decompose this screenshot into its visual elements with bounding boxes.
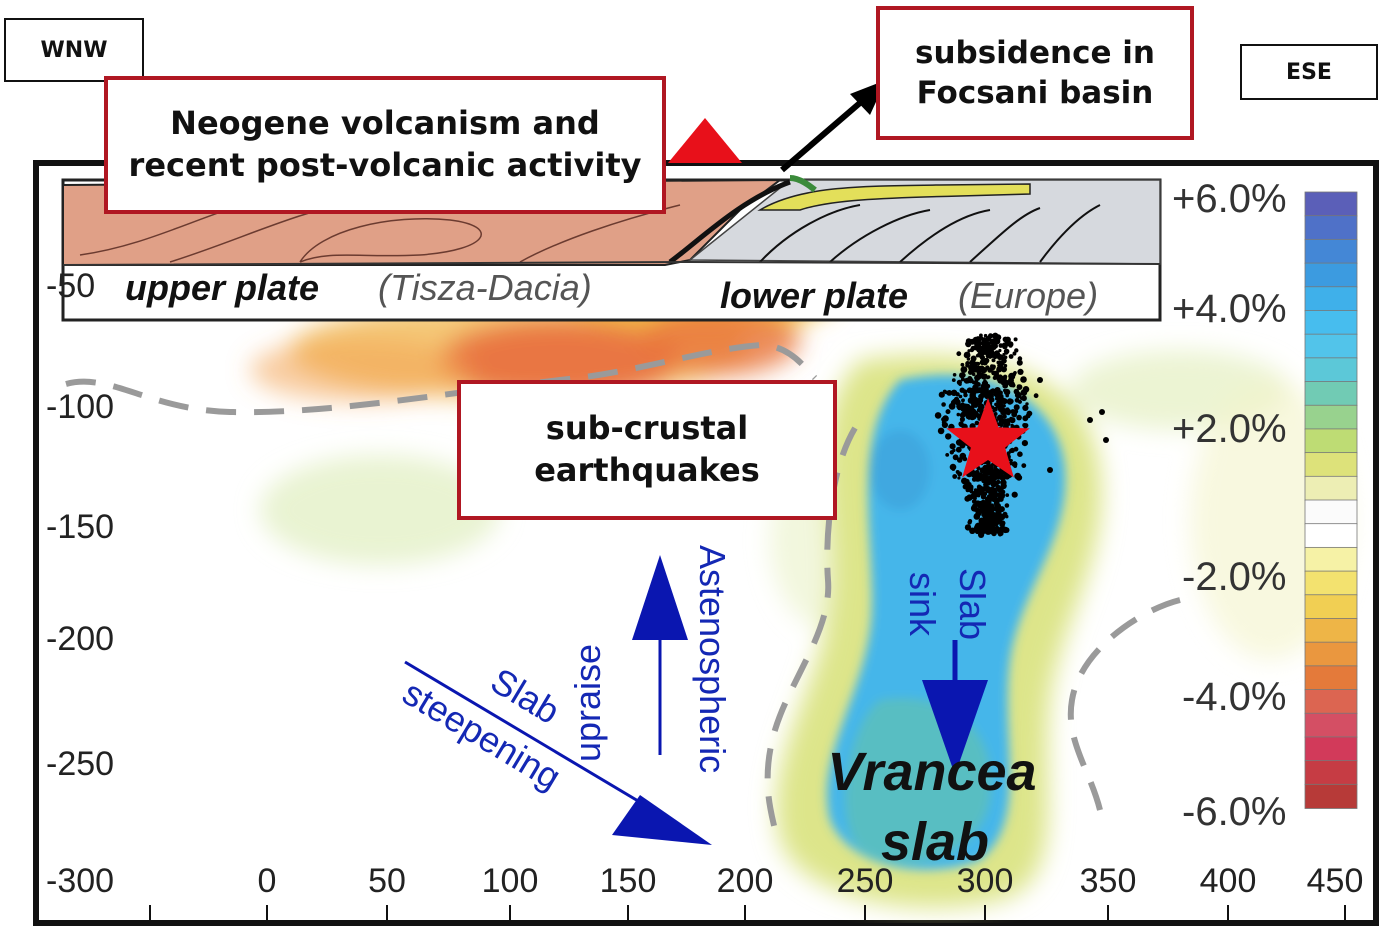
earthquake-star-icon: [946, 398, 1030, 478]
earthquakes-text-1: sub-crustal: [545, 409, 749, 448]
color-scale-cell: [1304, 689, 1358, 715]
color-scale-cell: [1304, 215, 1358, 241]
color-scale-cell: [1304, 712, 1358, 738]
depth-tick-neg150: -150: [46, 508, 114, 546]
color-scale-cell: [1304, 357, 1358, 383]
volcanism-callout: Neogene volcanism and recent post-volcan…: [104, 76, 666, 214]
scale-label-pos4: +4.0%: [1172, 287, 1287, 331]
subsidence-text-1: subsidence in: [915, 34, 1155, 71]
depth-tick-neg200: -200: [46, 620, 114, 658]
x-tick-50: 50: [368, 862, 406, 900]
earthquakes-text-2: earthquakes: [534, 451, 760, 489]
color-scale-cell: [1304, 381, 1358, 407]
x-tick-400: 400: [1200, 862, 1257, 900]
vrancea-label: Vrancea: [827, 742, 1036, 802]
x-tick-150: 150: [600, 862, 657, 900]
depth-tick-neg300: -300: [46, 862, 114, 900]
color-scale-cell: [1304, 641, 1358, 667]
scale-label-pos6: +6.0%: [1172, 177, 1287, 221]
color-scale-cell: [1304, 286, 1358, 312]
slab-name-label: slab: [881, 812, 989, 872]
subsidence-callout: subsidence in Focsani basin: [876, 6, 1194, 140]
lower-plate-label: lower plate: [720, 275, 908, 316]
x-tick-100: 100: [482, 862, 539, 900]
color-scale-cell: [1304, 570, 1358, 596]
slab-sink-arrow: Slab sink: [902, 568, 993, 775]
color-scale-cell: [1304, 546, 1358, 572]
depth-tick-neg250: -250: [46, 745, 114, 783]
volcanism-text-2: recent post-volcanic activity: [128, 146, 642, 184]
color-scale-cell: [1304, 665, 1358, 691]
color-scale-cell: [1304, 262, 1358, 288]
scale-label-neg6: -6.0%: [1182, 790, 1287, 834]
ese-text: ESE: [1286, 59, 1332, 85]
color-scale-cell: [1304, 452, 1358, 478]
depth-tick-neg100: -100: [46, 388, 114, 426]
x-tick-450: 450: [1307, 862, 1364, 900]
depth-tick-neg50: -50: [46, 267, 95, 305]
color-scale-cell: [1304, 310, 1358, 336]
dashed-boundary-slab-right: [1067, 597, 1181, 811]
wnw-text: WNW: [40, 37, 108, 63]
earthquakes-callout: sub-crustal earthquakes: [457, 380, 837, 520]
color-scale-bar: [1304, 191, 1358, 809]
color-scale-cell: [1304, 191, 1358, 217]
color-scale-cell: [1304, 760, 1358, 786]
x-axis-ticks: 0 50 100 150 200 250 300 350 400 450: [149, 862, 1364, 920]
upper-plate-name: (Tisza-Dacia): [378, 267, 592, 308]
color-scale-cell: [1304, 618, 1358, 644]
x-tick-300: 300: [957, 862, 1014, 900]
color-scale-cell: [1304, 783, 1358, 809]
color-scale-cell: [1304, 428, 1358, 454]
color-scale-cell: [1304, 238, 1358, 264]
astenospheric-upraise-arrow: Astenospheric upraise: [567, 545, 733, 773]
subsidence-text-2: Focsani basin: [916, 75, 1154, 111]
upper-plate-label: upper plate: [125, 267, 319, 308]
scale-label-neg4: -4.0%: [1182, 675, 1287, 719]
upraise-label: upraise: [567, 644, 608, 762]
x-tick-0: 0: [258, 862, 277, 900]
scale-label-neg2: -2.0%: [1182, 555, 1287, 599]
x-tick-350: 350: [1080, 862, 1137, 900]
x-tick-200: 200: [717, 862, 774, 900]
sink-label: sink: [902, 572, 943, 637]
dashed-boundary-left: [65, 341, 818, 416]
color-scale-cell: [1304, 499, 1358, 525]
color-scale-cell: [1304, 333, 1358, 359]
color-scale-cell: [1304, 523, 1358, 549]
color-scale-cell: [1304, 475, 1358, 501]
color-scale-cell: [1304, 736, 1358, 762]
volcanism-text-1: Neogene volcanism and: [170, 104, 600, 143]
ese-direction-label: ESE: [1240, 44, 1378, 100]
lower-plate-name: (Europe): [958, 275, 1098, 316]
astenospheric-label: Astenospheric: [692, 545, 733, 773]
color-scale-cell: [1304, 404, 1358, 430]
slab-label: Slab: [952, 568, 993, 640]
scale-label-pos2: +2.0%: [1172, 407, 1287, 451]
wnw-direction-label: WNW: [4, 18, 144, 82]
volcano-icon: [668, 118, 742, 163]
color-scale-cell: [1304, 594, 1358, 620]
x-tick-250: 250: [837, 862, 894, 900]
